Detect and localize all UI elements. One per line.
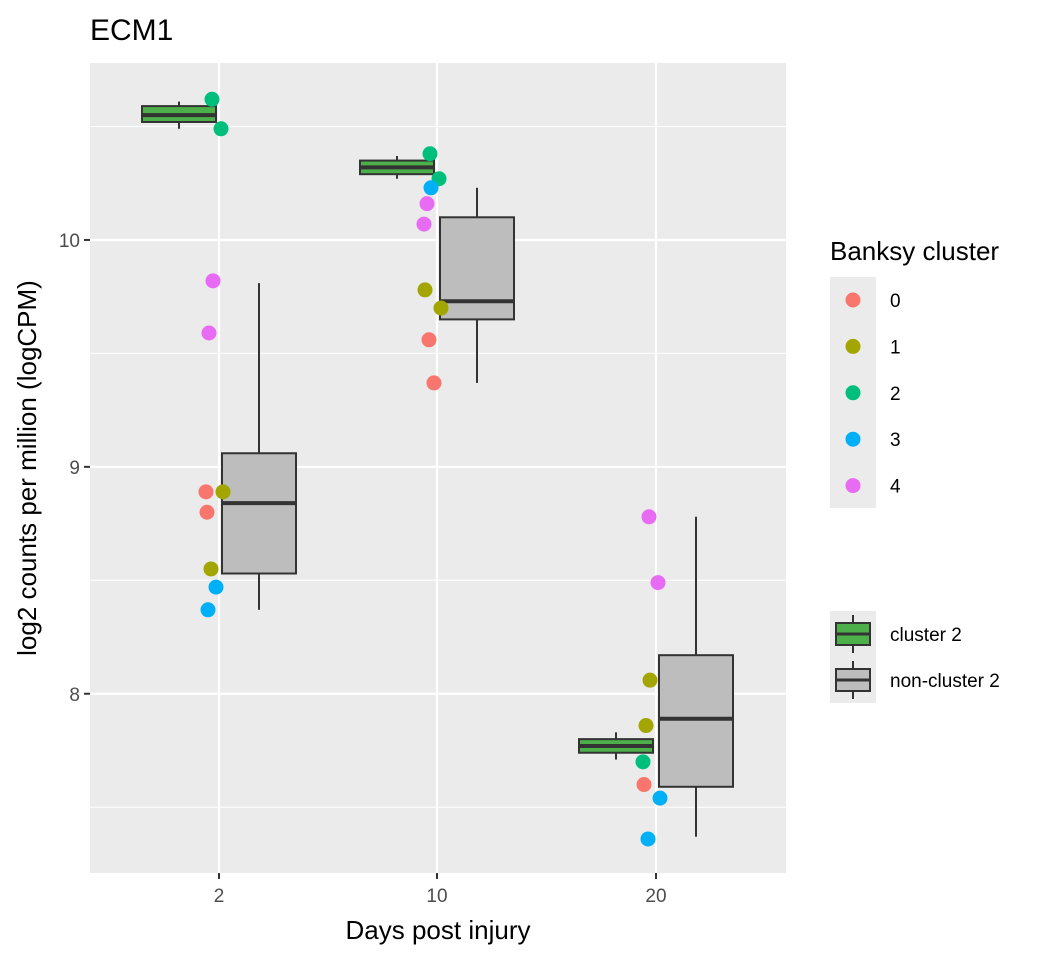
data-point-cluster-0 (199, 504, 215, 520)
boxplot-cluster-2 (359, 156, 435, 179)
legend-label: 2 (890, 384, 901, 405)
data-point-cluster-4 (641, 509, 657, 525)
data-point-cluster-3 (640, 831, 656, 847)
legend-label: 4 (890, 477, 901, 498)
y-tick-label: 9 (69, 458, 80, 479)
y-tick-label: 8 (69, 685, 80, 706)
boxplot-non-cluster-2 (221, 283, 297, 610)
x-tick-label: 20 (645, 886, 666, 907)
boxplot-cluster-2 (141, 101, 217, 129)
boxplot-non-cluster-2 (439, 187, 515, 383)
data-point-cluster-1 (203, 561, 219, 577)
boxplot-cluster-2 (578, 732, 654, 760)
data-point-cluster-4 (416, 216, 432, 232)
data-point-cluster-2 (213, 121, 229, 137)
legend-key-point (845, 385, 861, 401)
box-legend: cluster 2 non-cluster 2 (830, 611, 1000, 703)
data-point-cluster-3 (208, 579, 224, 595)
data-point-cluster-1 (417, 282, 433, 298)
legend-label: 3 (890, 430, 901, 451)
data-point-cluster-3 (200, 602, 216, 618)
boxplots (141, 101, 734, 837)
data-points (198, 91, 668, 847)
box-body (439, 216, 515, 321)
point-legend: Banksy cluster 0 1 2 3 4 (830, 236, 999, 508)
data-point-cluster-4 (650, 575, 666, 591)
legend-label: 1 (890, 337, 901, 358)
data-point-cluster-2 (204, 91, 220, 107)
boxplot-non-cluster-2 (658, 516, 734, 837)
x-tick-label: 10 (426, 886, 447, 907)
legend-key-point (845, 338, 861, 354)
box-body (658, 654, 734, 788)
data-point-cluster-3 (652, 790, 668, 806)
y-tick-label: 10 (59, 231, 80, 252)
y-axis: 8 9 10 (59, 231, 90, 706)
y-axis-title: log2 counts per million (logCPM) (12, 280, 42, 656)
legend-key-point (845, 292, 861, 308)
grid-major (90, 63, 786, 873)
data-point-cluster-1 (433, 300, 449, 316)
chart-title: ECM1 (90, 14, 173, 47)
data-point-cluster-4 (419, 196, 435, 212)
data-point-cluster-4 (201, 325, 217, 341)
legend-label: cluster 2 (890, 625, 962, 646)
data-point-cluster-2 (635, 754, 651, 770)
data-point-cluster-0 (426, 375, 442, 391)
point-legend-title: Banksy cluster (830, 236, 999, 266)
data-point-cluster-4 (205, 273, 221, 289)
x-axis: 2 10 20 (214, 873, 667, 907)
data-point-cluster-1 (638, 718, 654, 734)
data-point-cluster-0 (421, 332, 437, 348)
data-point-cluster-2 (422, 146, 438, 162)
data-point-cluster-0 (636, 777, 652, 793)
x-tick-label: 2 (214, 886, 225, 907)
box-body (221, 452, 297, 575)
data-point-cluster-1 (215, 484, 231, 500)
legend-label: non-cluster 2 (890, 671, 1000, 692)
x-axis-title: Days post injury (346, 915, 531, 945)
legend-label: 0 (890, 291, 901, 312)
legend-key-point (845, 478, 861, 494)
data-point-cluster-0 (198, 484, 214, 500)
data-point-cluster-3 (423, 180, 439, 196)
data-point-cluster-1 (642, 672, 658, 688)
legend-key-point (845, 431, 861, 447)
